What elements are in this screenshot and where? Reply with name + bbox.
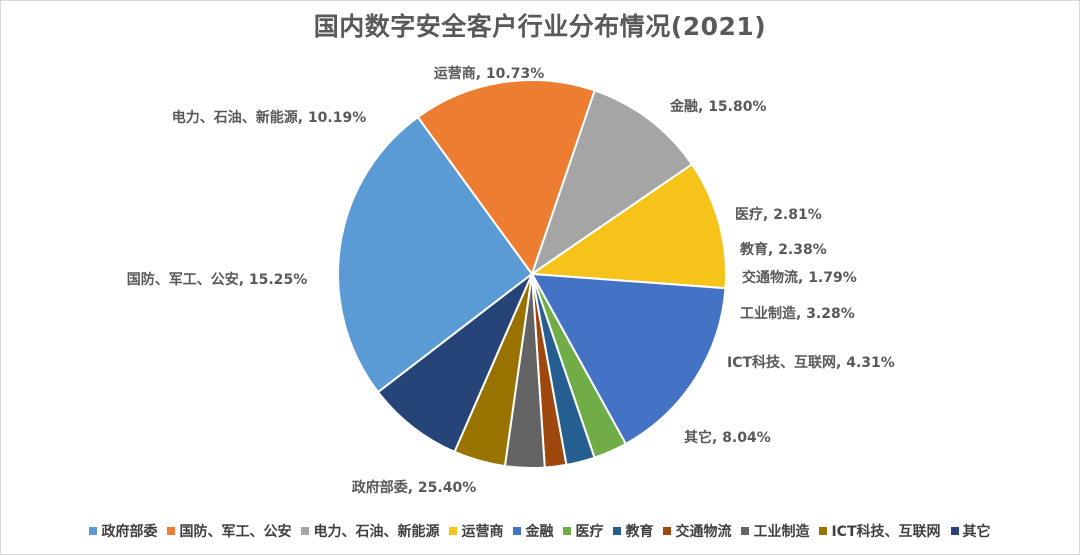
legend-label-4: 金融 bbox=[525, 524, 554, 540]
data-label-8: 工业制造, 3.28% bbox=[740, 305, 855, 322]
legend-label-2: 电力、石油、新能源 bbox=[313, 524, 440, 540]
pie-slice-0 bbox=[337, 115, 534, 394]
legend-swatch-3 bbox=[449, 527, 458, 535]
pie-slice-10 bbox=[376, 273, 533, 454]
legend-item-2: 电力、石油、新能源 bbox=[301, 521, 439, 541]
data-label-3: 运营商, 10.73% bbox=[434, 65, 545, 82]
legend-label-1: 国防、军工、公安 bbox=[179, 524, 292, 540]
pie-slice-3 bbox=[529, 162, 727, 290]
legend-swatch-6 bbox=[613, 527, 622, 535]
chart-title: 国内数字安全客户行业分布情况(2021) bbox=[313, 12, 767, 41]
legend-swatch-2 bbox=[301, 527, 310, 535]
legend-swatch-0 bbox=[89, 527, 98, 535]
data-label-1: 国防、军工、公安, 15.25% bbox=[127, 271, 308, 288]
legend-swatch-4 bbox=[513, 527, 522, 535]
data-label-6: 教育, 2.38% bbox=[740, 241, 827, 258]
legend-item-6: 教育 bbox=[613, 521, 653, 541]
legend-swatch-9 bbox=[819, 527, 828, 535]
legend-label-9: ICT科技、互联网 bbox=[831, 524, 941, 540]
pie-slice-1 bbox=[416, 79, 597, 277]
data-label-2: 电力、石油、新能源, 10.19% bbox=[172, 109, 367, 126]
legend-label-0: 政府部委 bbox=[101, 524, 158, 540]
legend-item-8: 工业制造 bbox=[741, 521, 809, 541]
data-label-0: 政府部委, 25.40% bbox=[352, 479, 477, 496]
legend-swatch-5 bbox=[563, 527, 572, 535]
data-label-4: 金融, 15.80% bbox=[669, 98, 767, 115]
legend-label-6: 教育 bbox=[625, 524, 654, 540]
legend-item-4: 金融 bbox=[513, 521, 553, 541]
legend-item-5: 医疗 bbox=[563, 521, 603, 541]
chart-legend: 政府部委 国防、军工、公安 电力、石油、新能源 运营商 金融 医疗 教育 交通物流 工业制造 IC… bbox=[1, 521, 1079, 541]
legend-item-1: 国防、军工、公安 bbox=[167, 521, 291, 541]
pie-slice-2 bbox=[530, 89, 694, 277]
legend-label-10: 其它 bbox=[962, 524, 991, 540]
pie-slice-4 bbox=[530, 272, 727, 446]
data-label-5: 医疗, 2.81% bbox=[735, 206, 822, 223]
legend-swatch-8 bbox=[741, 527, 750, 535]
legend-item-10: 其它 bbox=[950, 521, 991, 541]
data-label-9: ICT科技、互联网, 4.31% bbox=[727, 354, 895, 371]
legend-swatch-7 bbox=[663, 527, 672, 535]
legend-item-9: ICT科技、互联网 bbox=[819, 521, 941, 541]
legend-item-3: 运营商 bbox=[449, 521, 503, 541]
legend-label-7: 交通物流 bbox=[675, 524, 732, 540]
legend-item-7: 交通物流 bbox=[663, 521, 731, 541]
legend-swatch-1 bbox=[167, 527, 176, 535]
legend-swatch-10 bbox=[950, 527, 959, 535]
legend-label-5: 医疗 bbox=[575, 524, 604, 540]
data-label-7: 交通物流, 1.79% bbox=[742, 269, 857, 286]
legend-label-8: 工业制造 bbox=[753, 524, 810, 540]
legend-item-0: 政府部委 bbox=[89, 521, 157, 541]
legend-label-3: 运营商 bbox=[461, 524, 504, 540]
data-label-10: 其它, 8.04% bbox=[684, 429, 771, 446]
